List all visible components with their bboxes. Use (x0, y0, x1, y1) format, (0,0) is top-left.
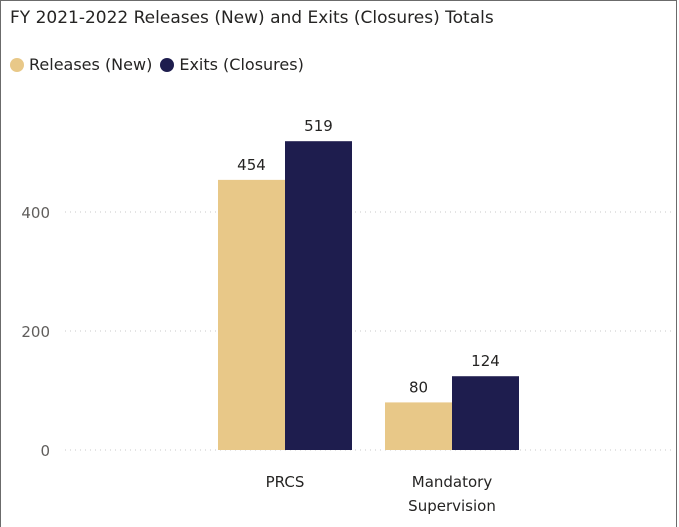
bar-releases-1 (385, 402, 452, 450)
y-tick-label: 200 (21, 323, 50, 341)
x-tick-label: Supervision (408, 497, 496, 515)
data-label: 454 (237, 156, 266, 174)
x-tick-label: PRCS (266, 473, 305, 491)
bar-releases-0 (218, 180, 285, 450)
bar-exits-0 (285, 141, 352, 450)
data-label: 80 (409, 378, 428, 396)
data-label: 519 (304, 117, 333, 135)
data-label: 124 (471, 352, 500, 370)
y-tick-label: 0 (40, 442, 50, 460)
bar-exits-1 (452, 376, 519, 450)
y-tick-label: 400 (21, 204, 50, 222)
x-tick-label: Mandatory (412, 473, 493, 491)
